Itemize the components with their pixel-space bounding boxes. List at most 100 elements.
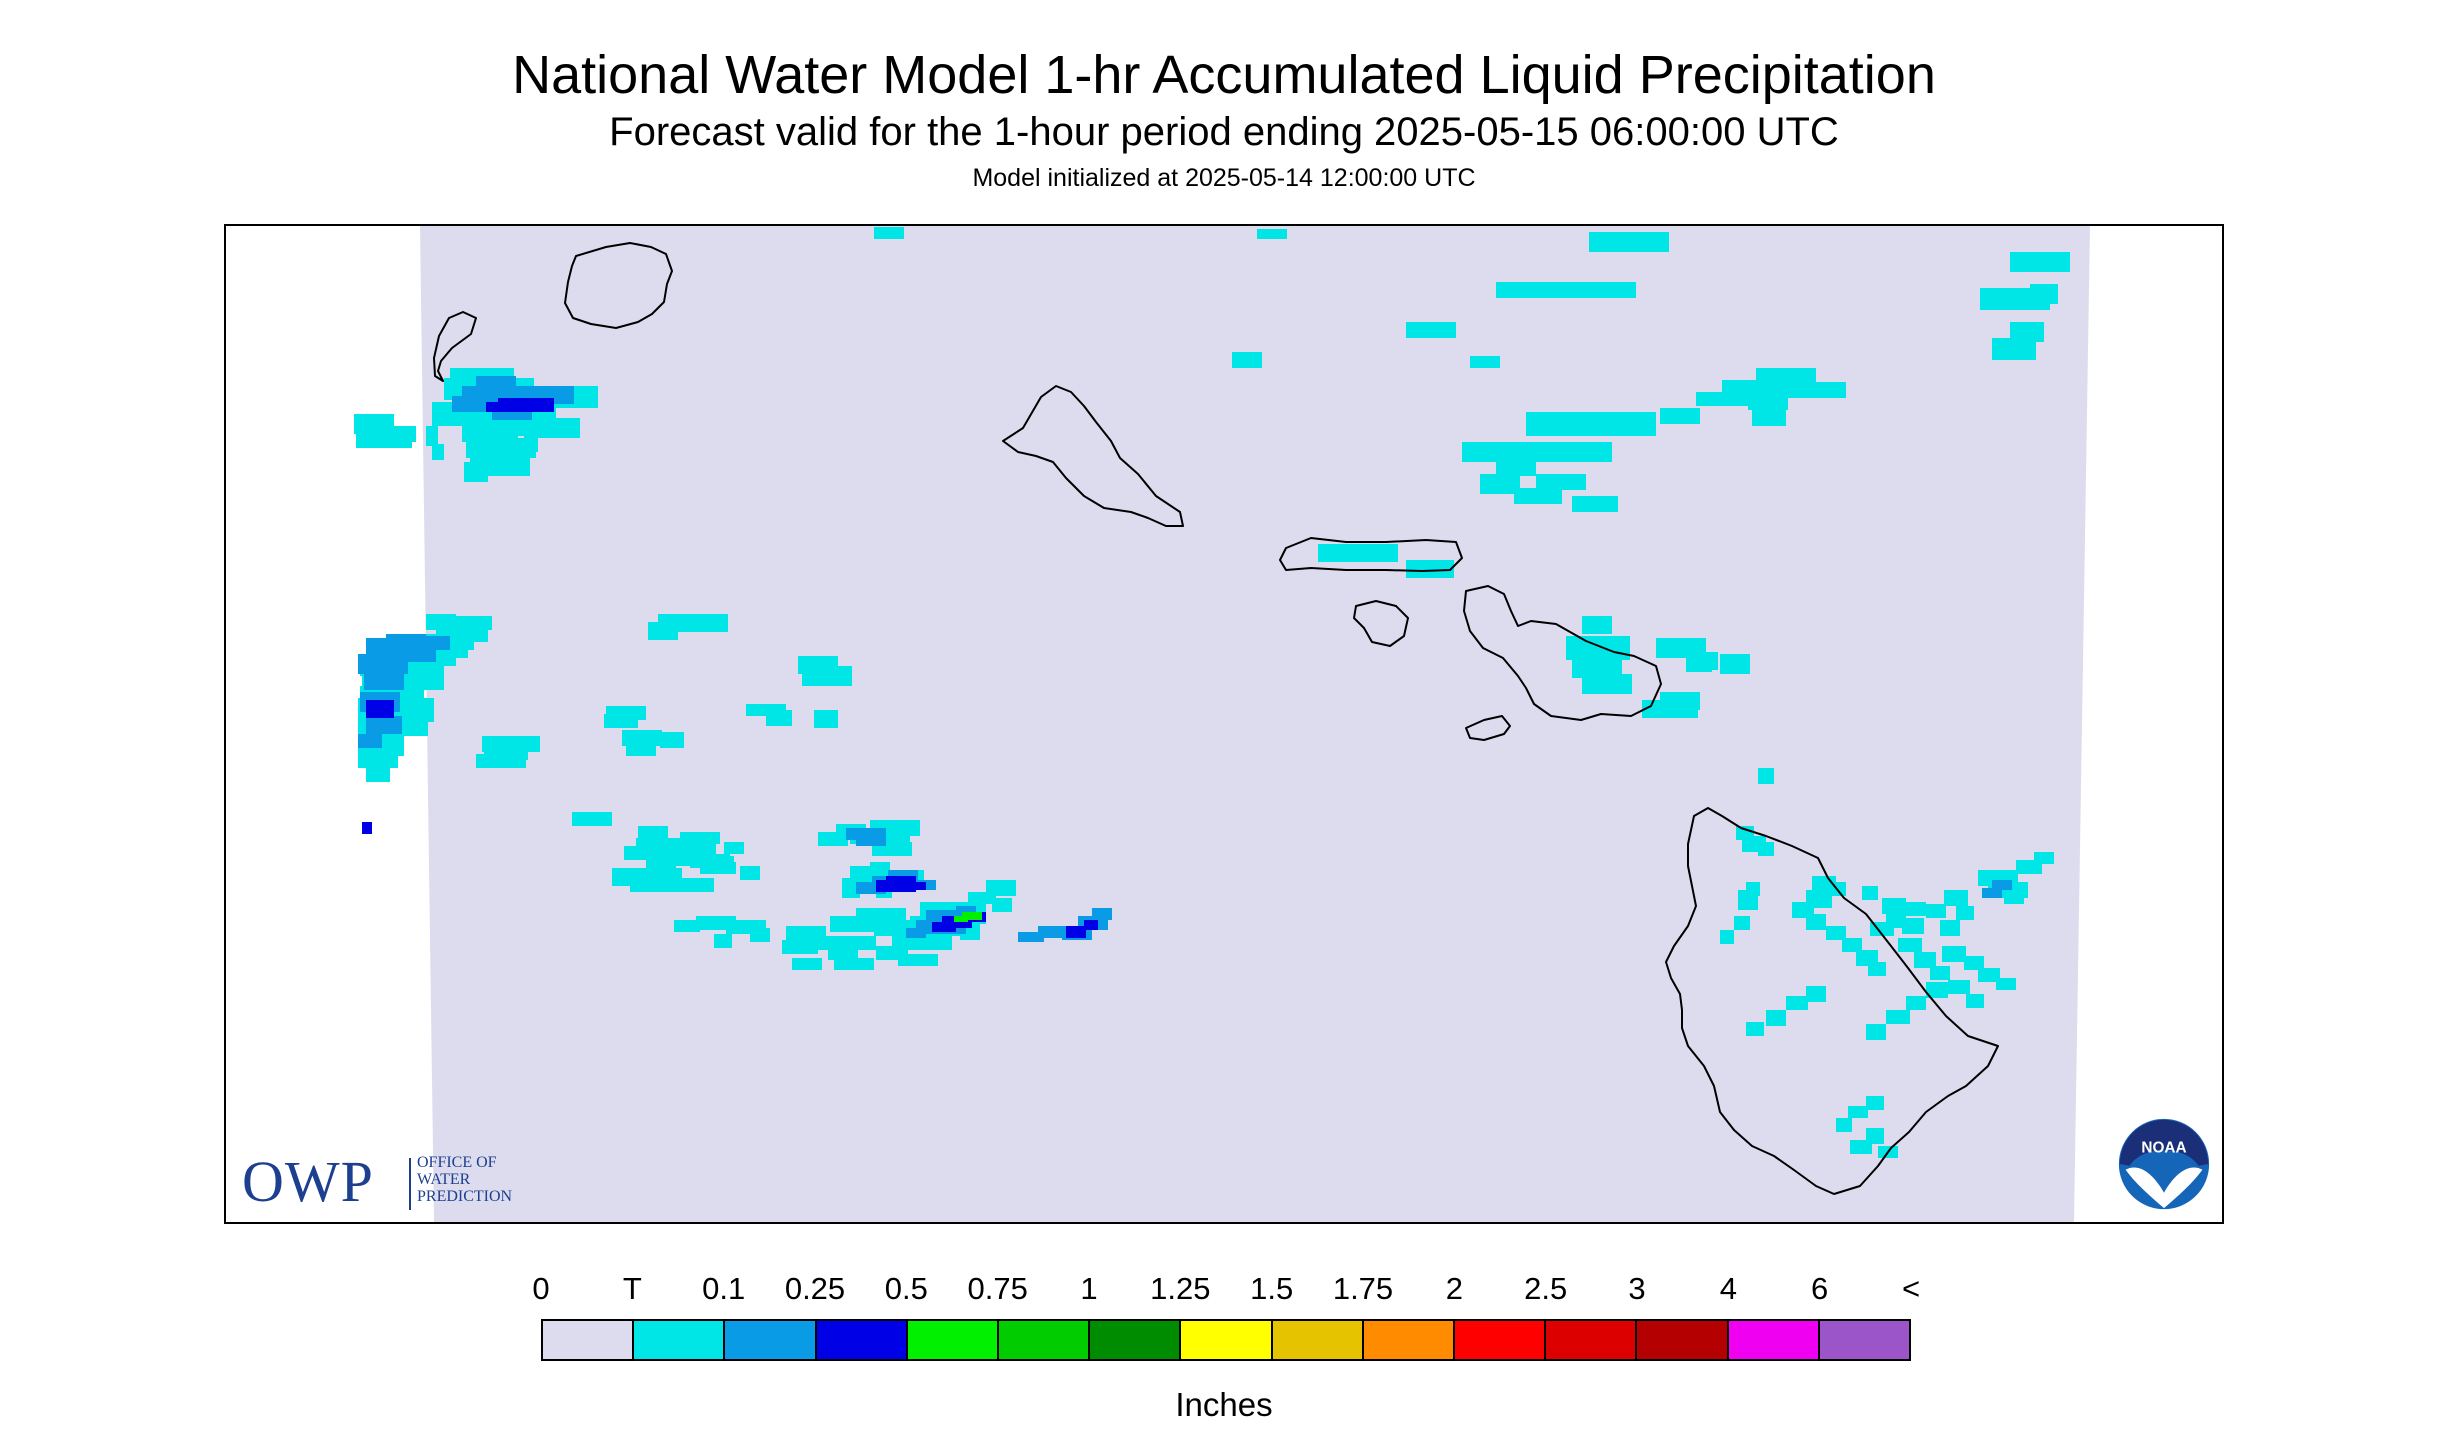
precip-cell [1318, 544, 1398, 562]
legend-units: Inches [1175, 1386, 1273, 1423]
legend-swatch [816, 1321, 908, 1359]
precip-cell [962, 912, 982, 920]
precip-cell [2004, 892, 2024, 904]
island-oahu [1002, 385, 1184, 527]
precip-cell [1862, 886, 1878, 900]
precip-cell [856, 836, 886, 846]
precip-cell [1982, 888, 2002, 898]
precip-cell [802, 666, 852, 686]
legend-label: < [1901, 1271, 1921, 1306]
precip-cell [1092, 908, 1112, 920]
legend-swatch [1728, 1321, 1820, 1359]
precip-cell [1996, 978, 2016, 990]
legend-swatch [907, 1321, 1000, 1359]
legend-label: 0.25 [784, 1271, 846, 1306]
precip-cell [1480, 474, 1520, 494]
legend-label: 1.25 [1150, 1271, 1211, 1306]
precip-cell [1066, 926, 1086, 938]
precip-cell [1084, 920, 1098, 930]
precip-cell [672, 842, 702, 854]
precip-cell [2010, 252, 2070, 272]
model-domain [420, 226, 2090, 1222]
precip-cell [358, 752, 398, 768]
precip-cell [1948, 980, 1970, 994]
legend-label: 1.5 [1250, 1271, 1294, 1306]
legend-swatch [543, 1321, 635, 1359]
precip-cell [486, 402, 516, 412]
noaa-logo-text: NOAA [2141, 1139, 2186, 1156]
precip-cell [426, 636, 450, 650]
precip-cell [1720, 654, 1750, 674]
legend-swatch [1363, 1321, 1456, 1359]
precip-cell [1752, 410, 1786, 426]
precip-cell [1038, 926, 1068, 938]
precip-cell [714, 934, 732, 948]
precip-cell [1572, 496, 1618, 512]
precip-cell [906, 928, 926, 938]
precip-cell [1806, 986, 1826, 1002]
legend-swatch [1181, 1321, 1273, 1359]
precip-cell [992, 898, 1012, 912]
precip-cell [364, 672, 404, 690]
legend-swatch [1090, 1321, 1182, 1359]
precip-cell [1746, 882, 1760, 896]
precip-cell [968, 892, 996, 904]
precip-cell [626, 740, 656, 756]
precip-cell [1902, 918, 1924, 934]
precip-cell [1758, 842, 1774, 856]
precip-cell [456, 616, 492, 630]
legend-label: 2 [1445, 1271, 1463, 1306]
precip-cell [782, 940, 818, 954]
precip-cell [1942, 946, 1966, 962]
precip-cell [1866, 1096, 1884, 1110]
legend-label: T [622, 1271, 642, 1306]
precip-cell [1406, 560, 1454, 578]
precip-cell [680, 832, 720, 844]
precip-cell [1786, 996, 1808, 1010]
precip-cell [630, 878, 714, 892]
precip-cell [1906, 996, 1926, 1010]
precip-cell [476, 376, 516, 390]
precip-cell [1904, 902, 1926, 916]
coastlines [433, 242, 1999, 1195]
legend-swatch [1546, 1321, 1638, 1359]
precip-cell [1406, 322, 1456, 338]
precip-cell [1470, 356, 1500, 368]
legend-swatch [1455, 1321, 1547, 1359]
owp-logo-name: OFFICE OF WATER PREDICTION [417, 1154, 512, 1205]
precip-cell [886, 876, 916, 886]
owp-logo-divider [409, 1158, 411, 1210]
precip-cell [1766, 1010, 1786, 1026]
legend-label: 1 [1080, 1271, 1098, 1306]
precip-cell [674, 920, 700, 932]
precip-cell [1496, 282, 1636, 298]
legend-label: 0 [532, 1271, 550, 1306]
precip-cell [1232, 352, 1262, 368]
precip-cell [1642, 700, 1698, 718]
precip-cell [476, 754, 526, 768]
precip-cell [1886, 1010, 1910, 1024]
precip-cell [1992, 338, 2036, 360]
precip-cell [746, 704, 786, 716]
precip-cell [1868, 962, 1886, 976]
precip-cell [1526, 412, 1656, 436]
legend-label: 0.1 [702, 1271, 746, 1306]
precip-cell [1926, 904, 1946, 918]
precip-cell [1992, 880, 2012, 890]
precip-cell [1882, 898, 1906, 914]
precip-cell [932, 922, 956, 932]
island-maui [1463, 585, 1662, 721]
legend-label: 0.5 [884, 1271, 928, 1306]
island-kauai [564, 242, 673, 329]
precip-cell [1660, 408, 1700, 424]
legend-swatch [725, 1321, 817, 1359]
island-lanai [1353, 600, 1409, 647]
precip-cell [1842, 938, 1862, 952]
precip-cell [740, 866, 760, 880]
precip-cell [524, 418, 580, 438]
precip-cell [1257, 229, 1287, 239]
precip-cell [724, 842, 744, 854]
precip-cell [1514, 488, 1562, 504]
precip-cell [898, 954, 938, 966]
legend-swatch [634, 1321, 726, 1359]
